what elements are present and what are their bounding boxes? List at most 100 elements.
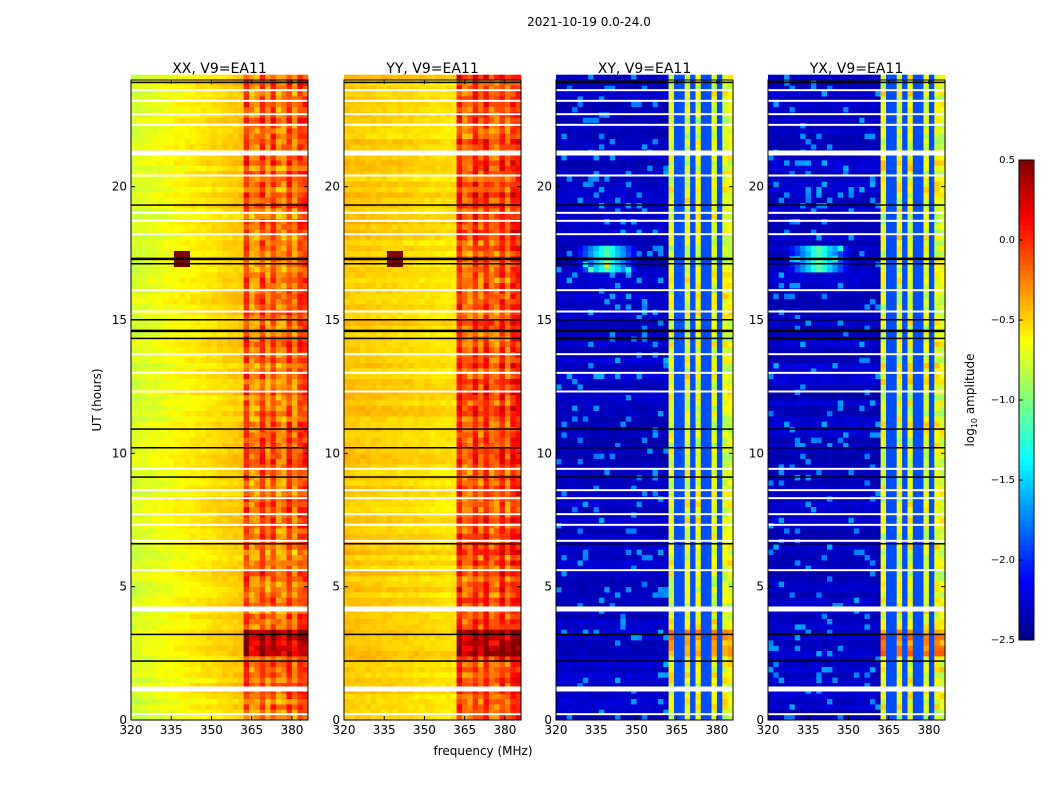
heatmap-cell [275, 208, 282, 214]
heatmap-cell [302, 448, 309, 454]
heatmap-cell [302, 304, 309, 310]
heatmap-cell [392, 624, 399, 630]
heatmap-cell [243, 362, 250, 369]
heatmap-cell [147, 602, 153, 609]
heatmap-cell [291, 272, 298, 278]
heatmap-cell [243, 437, 250, 443]
heatmap-cell [184, 629, 191, 635]
heatmap-cell [163, 293, 169, 299]
heatmap-cell [451, 656, 458, 662]
heatmap-cell [440, 645, 447, 651]
heatmap-cell [259, 314, 266, 321]
heatmap-cell [259, 293, 266, 299]
heatmap-cell [397, 624, 404, 630]
heatmap-cell [259, 138, 266, 145]
heatmap-cell [157, 362, 164, 369]
heatmap-cell [360, 570, 366, 577]
heatmap-cell [227, 394, 234, 401]
heatmap-cell [216, 650, 223, 657]
heatmap-cell [232, 709, 239, 715]
heatmap-cell [397, 629, 404, 635]
heatmap-cell [370, 677, 377, 683]
heatmap-cell [238, 506, 245, 513]
heatmap-cell [462, 672, 468, 678]
heatmap-cell [136, 714, 143, 721]
heatmap-cell [136, 560, 143, 566]
heatmap-cell [200, 597, 207, 603]
heatmap-cell [408, 709, 415, 715]
heatmap-cell [216, 298, 223, 305]
heatmap-cell [227, 138, 234, 145]
heatmap-cell [216, 458, 223, 465]
heatmap-cell [184, 570, 191, 577]
heatmap-cell [302, 298, 309, 305]
heatmap-cell [281, 682, 287, 689]
heatmap-cell [397, 592, 404, 598]
heatmap-cell [200, 330, 207, 337]
heatmap-cell [168, 197, 175, 203]
heatmap-cell [419, 629, 425, 635]
heatmap-cell [440, 704, 447, 710]
heatmap-cell [173, 592, 180, 598]
heatmap-cell [344, 698, 350, 705]
heatmap-cell [275, 432, 282, 438]
heatmap-cell [179, 453, 186, 459]
heatmap-cell [259, 266, 266, 273]
heatmap-cell [419, 698, 425, 705]
heatmap-cell [483, 640, 490, 646]
heatmap-cell [179, 458, 186, 465]
heatmap-cell [141, 640, 148, 646]
heatmap-cell [184, 341, 191, 347]
heatmap-cell [147, 661, 153, 667]
heatmap-cell [173, 314, 180, 321]
heatmap-cell [190, 544, 196, 550]
heatmap-cell [222, 85, 228, 91]
heatmap-cell [152, 549, 159, 555]
heatmap-cell [291, 394, 298, 401]
heatmap-cell [195, 554, 202, 561]
heatmap-cell [243, 186, 250, 193]
heatmap-cell [286, 645, 293, 651]
heatmap-cell [478, 597, 484, 603]
heatmap-cell [456, 592, 463, 598]
heatmap-cell [483, 677, 490, 683]
heatmap-cell [510, 597, 517, 603]
heatmap-cell [184, 400, 191, 406]
heatmap-cell [243, 645, 250, 651]
heatmap-cell [152, 458, 159, 465]
heatmap-cell [173, 650, 180, 657]
heatmap-cell [488, 714, 495, 721]
heatmap-cell [370, 634, 377, 641]
heatmap-cell [435, 570, 441, 577]
heatmap-cell [147, 442, 153, 449]
heatmap-cell [200, 192, 207, 198]
heatmap-cell [179, 325, 186, 331]
heatmap-cell [360, 666, 366, 673]
heatmap-cell [131, 213, 137, 219]
heatmap-cell [200, 448, 207, 454]
heatmap-cell [179, 624, 186, 630]
heatmap-cell [206, 213, 212, 219]
heatmap-cell [152, 629, 159, 635]
heatmap-cell [147, 677, 153, 683]
heatmap-cell [238, 298, 245, 305]
heatmap-cell [265, 266, 271, 273]
heatmap-cell [195, 384, 202, 390]
heatmap-cell [281, 240, 287, 246]
heatmap-cell [136, 85, 143, 91]
heatmap-cell [200, 400, 207, 406]
heatmap-cell [184, 528, 191, 534]
heatmap-cell [206, 186, 212, 193]
heatmap-cell [157, 410, 164, 417]
heatmap-cell [413, 666, 420, 673]
heatmap-cell [265, 282, 271, 289]
heatmap-cell [173, 442, 180, 449]
heatmap-cell [360, 672, 366, 678]
heatmap-cell [504, 629, 511, 635]
heatmap-cell [184, 165, 191, 171]
heatmap-cell [297, 101, 304, 107]
heatmap-cell [232, 432, 239, 438]
heatmap-cell [238, 165, 245, 171]
heatmap-cell [376, 666, 382, 673]
heatmap-cell [259, 565, 266, 571]
